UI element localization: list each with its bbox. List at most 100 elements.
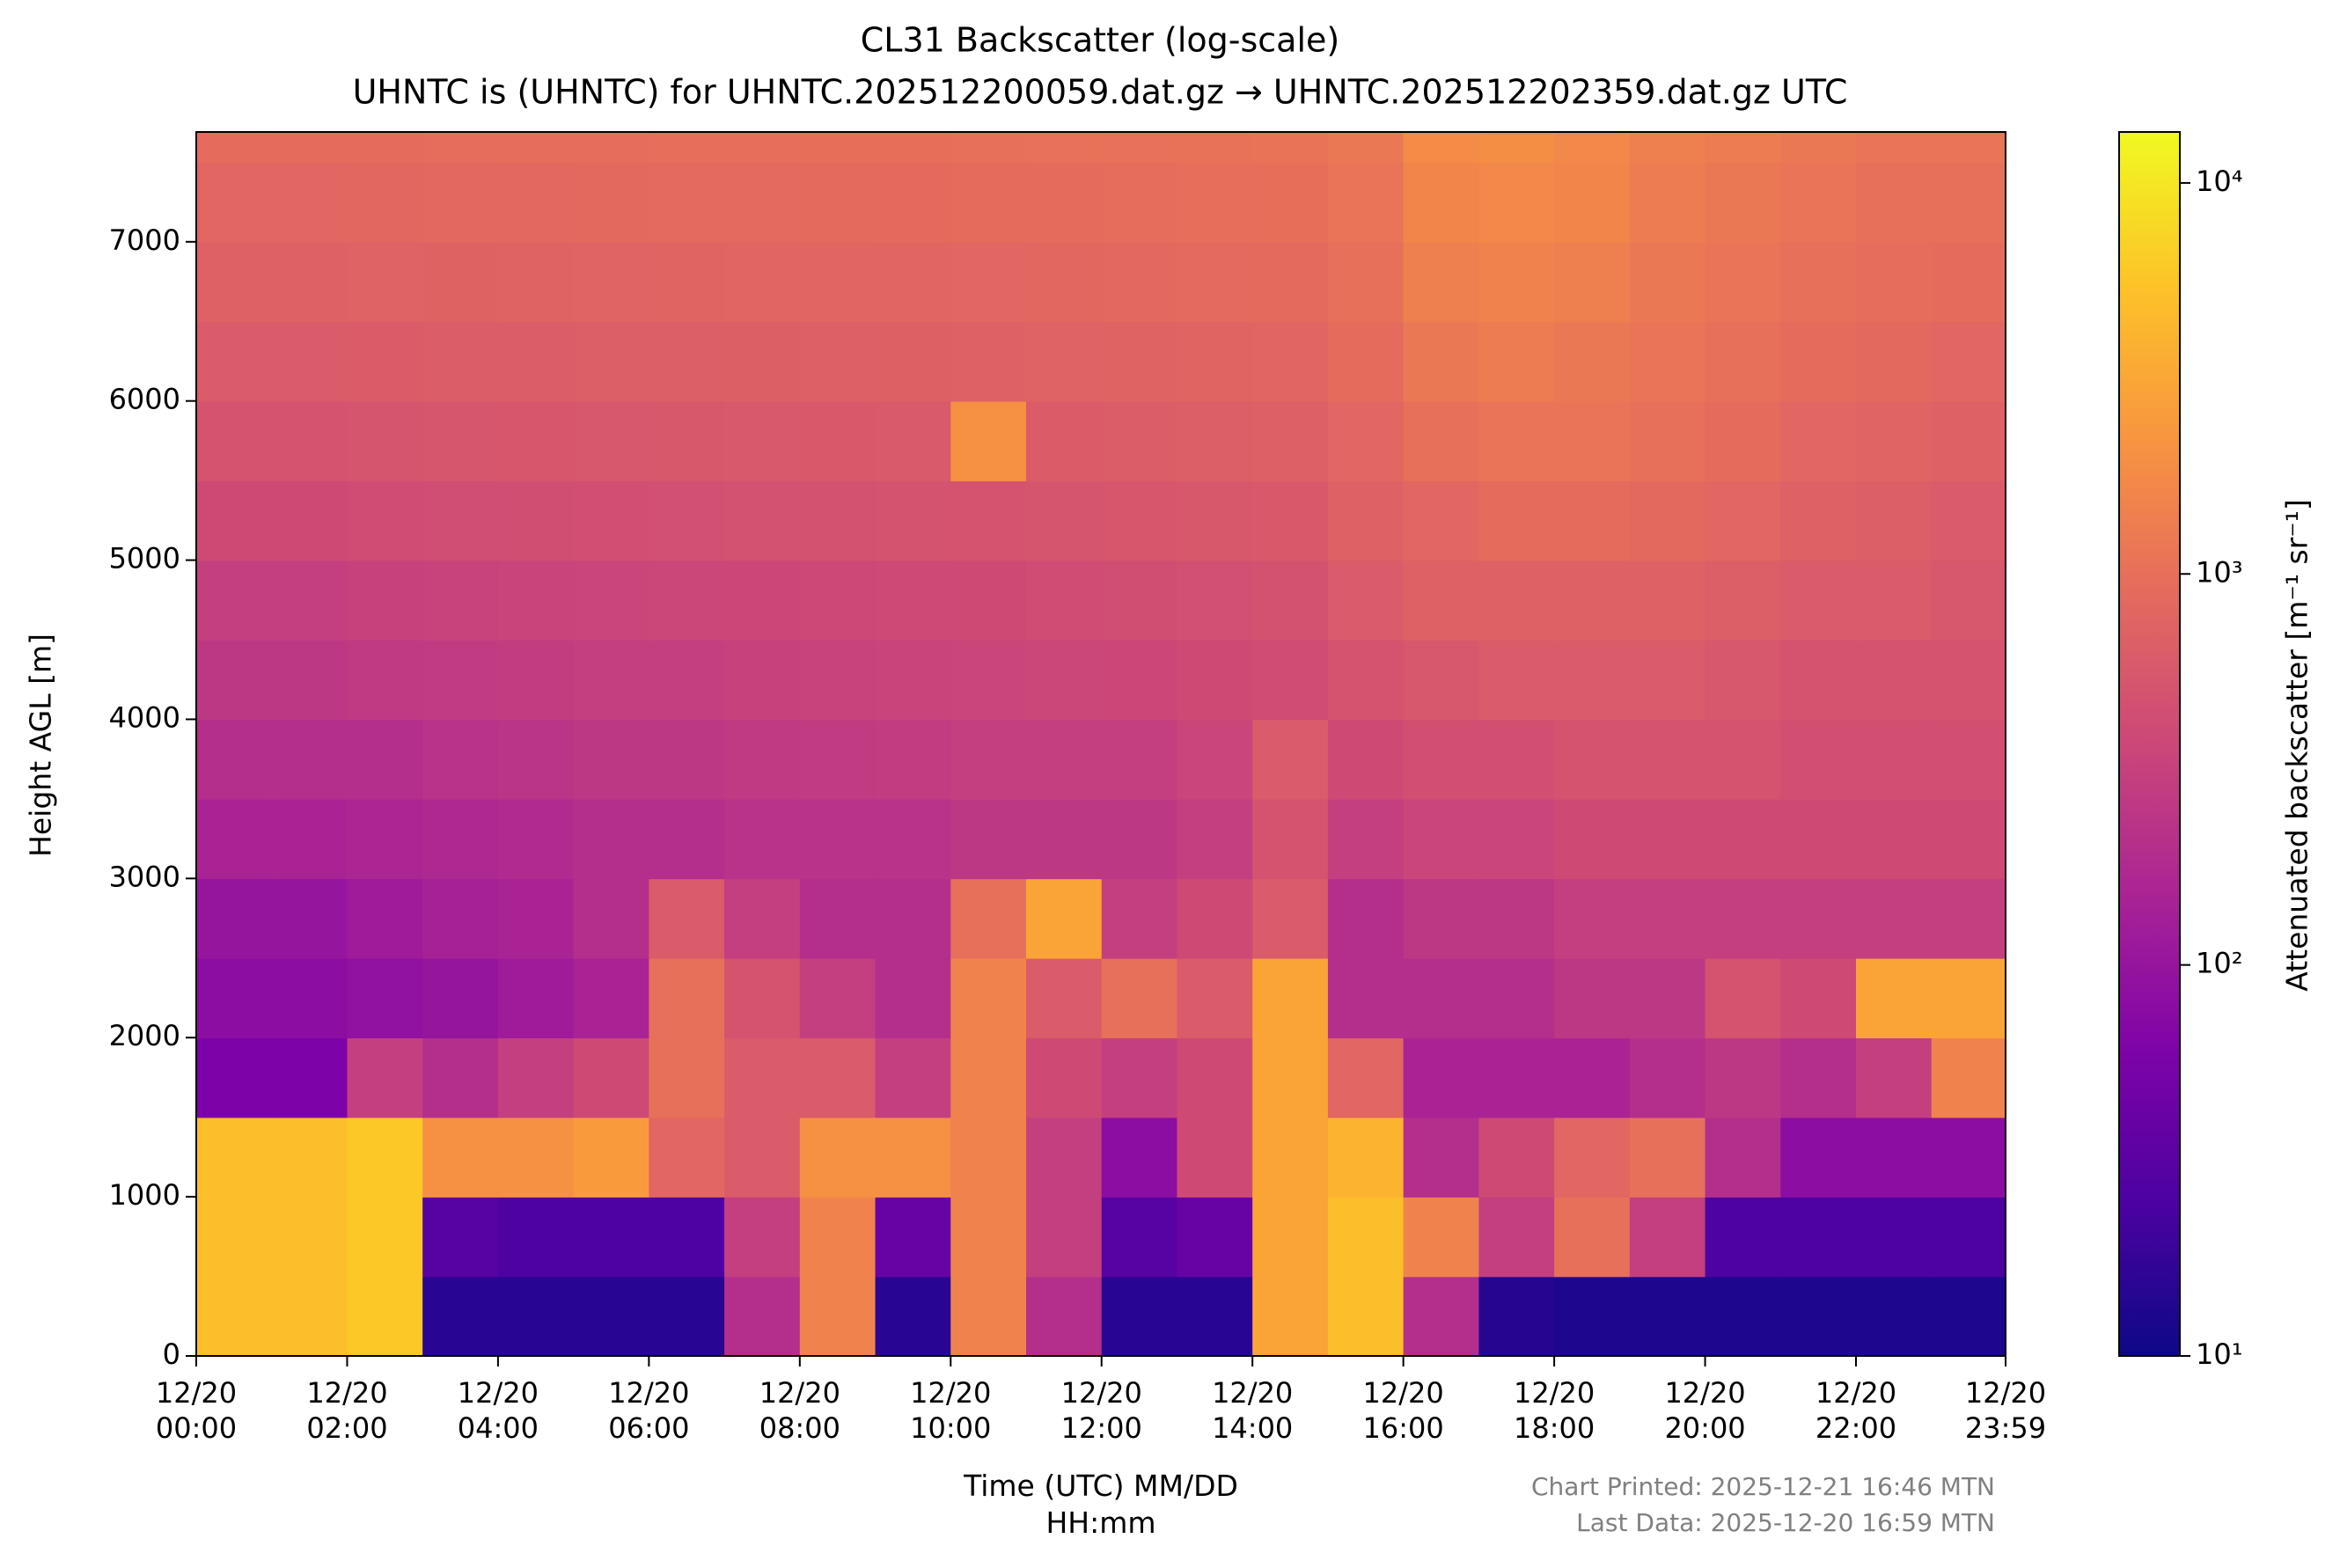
heat-cell	[1101, 640, 1178, 721]
y-tick-label: 0	[163, 1337, 180, 1371]
heat-cell	[1705, 162, 1782, 243]
heat-cell	[347, 480, 423, 561]
heat-cell	[1931, 719, 2006, 800]
heat-cell	[1931, 480, 2006, 561]
heat-cell	[196, 1117, 273, 1198]
heat-cell	[271, 798, 348, 880]
heat-cell	[1554, 1037, 1631, 1118]
chart-title: CL31 Backscatter (log-scale)	[861, 21, 1339, 60]
x-tick-label: 12/20 12:00	[1060, 1376, 1142, 1445]
heat-cell	[347, 640, 423, 721]
heat-cell	[724, 1197, 801, 1278]
heat-cell	[1101, 560, 1178, 641]
heat-cell	[950, 1037, 1027, 1118]
heat-cell	[950, 1197, 1027, 1278]
heat-cell	[347, 1197, 423, 1278]
heat-cell	[799, 560, 877, 641]
heat-cell	[1026, 1276, 1103, 1356]
heat-cell	[875, 560, 952, 641]
heat-cell	[1856, 241, 1933, 323]
heat-cell	[422, 132, 499, 164]
heat-cell	[799, 878, 877, 959]
heat-cell	[1554, 321, 1631, 402]
heat-cell	[422, 321, 499, 402]
x-tick-label: 12/20 08:00	[759, 1376, 840, 1445]
heat-cell	[1403, 957, 1480, 1039]
y-axis-label: Height AGL [m]	[24, 634, 58, 857]
heat-cell	[875, 878, 952, 959]
heat-cell	[1327, 162, 1405, 243]
heat-cell	[1931, 1197, 2006, 1278]
heat-cell	[1026, 162, 1103, 243]
heat-cell	[1403, 1276, 1480, 1356]
heat-cell	[573, 162, 650, 243]
heat-cell	[875, 798, 952, 880]
x-tick-label: 12/20 04:00	[457, 1376, 539, 1445]
heat-cell	[724, 400, 801, 481]
heat-cell	[1177, 132, 1253, 164]
heat-cell	[271, 560, 348, 641]
heat-cell	[1931, 162, 2006, 243]
heat-cell	[1026, 957, 1103, 1039]
heat-cell	[1327, 480, 1405, 561]
heat-cell	[1478, 640, 1555, 721]
heat-cell	[1252, 162, 1329, 243]
x-tick-label: 12/20 16:00	[1362, 1376, 1444, 1445]
heat-cell	[497, 640, 575, 721]
heat-cell	[1403, 162, 1480, 243]
heat-cell	[799, 640, 877, 721]
heat-cell	[1327, 1117, 1405, 1198]
heat-cell	[649, 1037, 725, 1118]
heat-cell	[1780, 1037, 1857, 1118]
heat-cell	[724, 241, 801, 323]
heat-cell	[799, 1117, 877, 1198]
heat-cell	[1478, 480, 1555, 561]
heat-cell	[950, 798, 1027, 880]
heat-cell	[1177, 1197, 1253, 1278]
heat-cell	[1177, 719, 1253, 800]
heat-cell	[1026, 321, 1103, 402]
heat-cell	[196, 400, 273, 481]
heat-cell	[1101, 719, 1178, 800]
heat-cell	[1403, 241, 1480, 323]
heat-cell	[573, 560, 650, 641]
heat-cell	[1856, 480, 1933, 561]
heat-cell	[1629, 1197, 1706, 1278]
x-tick-label: 12/20 20:00	[1664, 1376, 1746, 1445]
heat-cell	[1101, 1197, 1178, 1278]
heat-cell	[1705, 480, 1782, 561]
heat-cell	[347, 1037, 423, 1118]
heat-cell	[1780, 560, 1857, 641]
heat-cell	[1478, 1276, 1555, 1356]
heat-cell	[799, 400, 877, 481]
y-tick-label: 6000	[109, 383, 180, 416]
heat-cell	[196, 1276, 273, 1356]
heat-cell	[1478, 878, 1555, 959]
heat-cell	[1554, 162, 1631, 243]
heat-cell	[1478, 1197, 1555, 1278]
heat-cell	[875, 321, 952, 402]
x-tick-label: 12/20 10:00	[910, 1376, 992, 1445]
heat-cell	[1101, 321, 1178, 402]
heat-cell	[1931, 640, 2006, 721]
heat-cell	[1327, 241, 1405, 323]
heat-cell	[196, 321, 273, 402]
heat-cell	[1705, 560, 1782, 641]
heat-cell	[1177, 1276, 1253, 1356]
heat-cell	[1101, 957, 1178, 1039]
heat-cell	[497, 400, 575, 481]
heat-cell	[1705, 1276, 1782, 1356]
heat-cell	[1931, 560, 2006, 641]
heat-cell	[347, 162, 423, 243]
heat-cell	[196, 241, 273, 323]
heat-cell	[347, 1117, 423, 1198]
heat-cell	[422, 241, 499, 323]
heat-cell	[1252, 400, 1329, 481]
heat-cell	[271, 1037, 348, 1118]
colorbar-tick-label: 10²	[2196, 947, 2243, 980]
heat-cell	[799, 321, 877, 402]
heat-cell	[573, 1197, 650, 1278]
heat-cell	[1629, 132, 1706, 164]
heat-cell	[1252, 1117, 1329, 1198]
